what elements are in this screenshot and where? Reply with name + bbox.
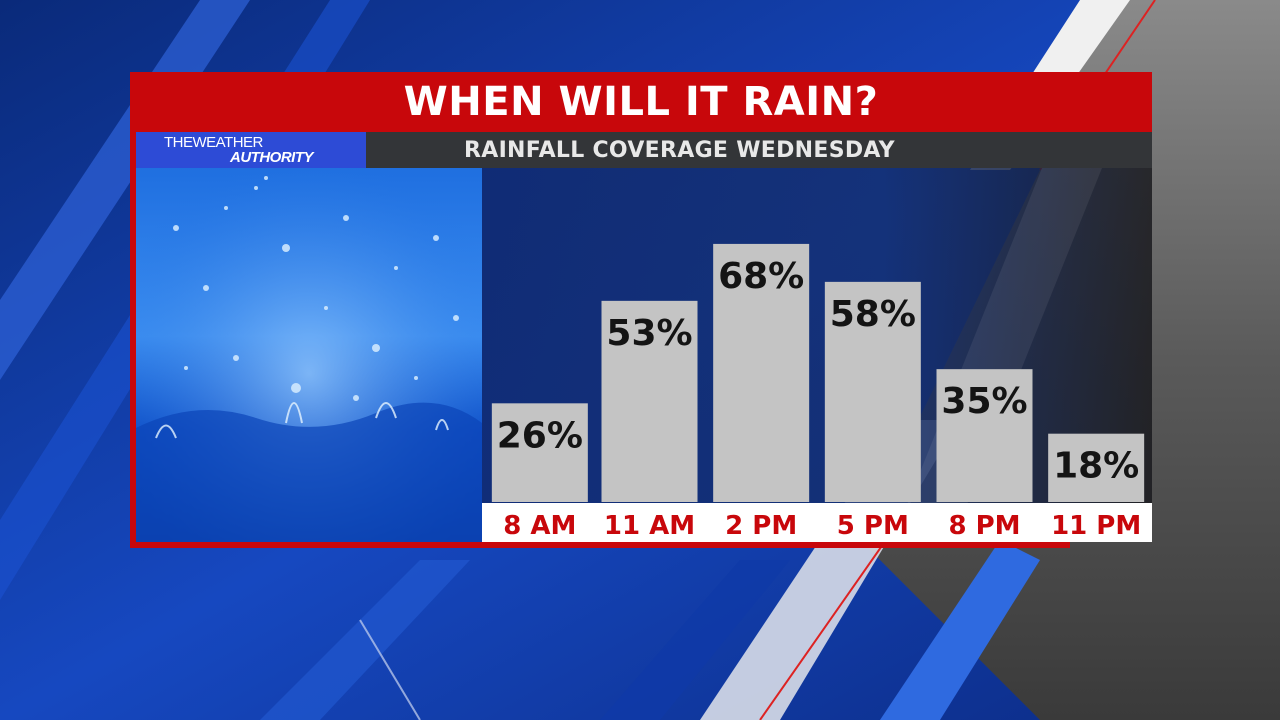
frame-left-edge	[130, 132, 136, 548]
logo: THEWEATHER AUTHORITY	[136, 132, 366, 168]
value-label: 58%	[830, 294, 916, 335]
bar-2-pm	[713, 243, 810, 502]
value-label: 18%	[1053, 446, 1139, 487]
chart-title: WHEN WILL IT RAIN?	[403, 79, 879, 125]
category-label: 2 PM	[725, 511, 797, 541]
bar-8-pm	[936, 369, 1033, 502]
chart-subtitle: RAINFALL COVERAGE WEDNESDAY	[464, 137, 895, 163]
subtitle-bar: RAINFALL COVERAGE WEDNESDAY	[366, 132, 1152, 168]
value-label: 35%	[941, 381, 1027, 422]
logo-text-line1: THEWEATHER	[164, 134, 263, 151]
bar-5-pm	[824, 281, 921, 502]
value-label: 53%	[606, 313, 692, 354]
frame-bottom-edge	[130, 542, 1070, 548]
category-label: 8 AM	[503, 511, 576, 541]
chart-background	[482, 168, 1152, 542]
value-label: 26%	[497, 415, 583, 456]
value-label: 68%	[718, 256, 804, 297]
bar-11-pm	[1048, 433, 1145, 502]
rain-splash-image	[136, 168, 482, 542]
category-label: 11 AM	[604, 511, 695, 541]
bar-8-am	[491, 403, 588, 502]
title-bar: WHEN WILL IT RAIN?	[130, 72, 1152, 132]
bar-11-am	[601, 300, 698, 502]
category-label: 11 PM	[1051, 511, 1141, 541]
category-label: 5 PM	[837, 511, 909, 541]
category-label: 8 PM	[948, 511, 1020, 541]
category-label-strip	[482, 503, 1152, 542]
logo-text-line2: AUTHORITY	[230, 149, 314, 166]
bar-chart: 26% 8 AM 53% 11 AM 68% 2 PM 58% 5 PM 35% 8 PM 18% 1…	[491, 243, 1145, 541]
